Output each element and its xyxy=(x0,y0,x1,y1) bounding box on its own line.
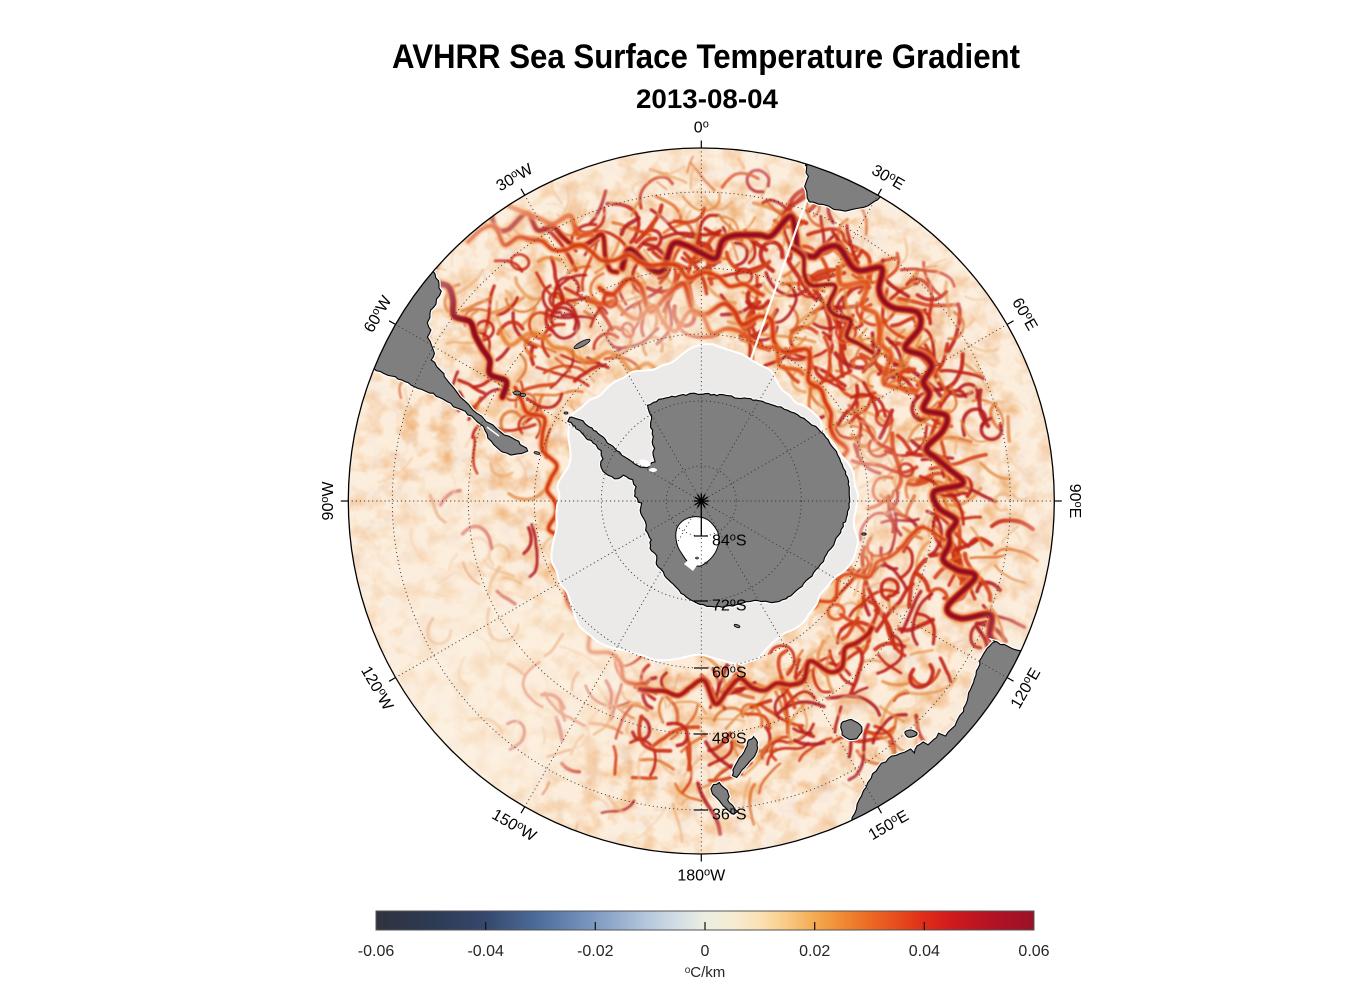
svg-text:0.06: 0.06 xyxy=(1018,943,1049,960)
svg-text:36oS: 36oS xyxy=(712,806,747,824)
svg-text:48oS: 48oS xyxy=(712,730,747,748)
svg-text:2013-08-04: 2013-08-04 xyxy=(636,84,778,114)
svg-text:0: 0 xyxy=(701,943,710,960)
svg-text:-0.06: -0.06 xyxy=(358,943,395,960)
svg-text:oC/km: oC/km xyxy=(685,964,726,981)
svg-text:-0.04: -0.04 xyxy=(467,943,504,960)
svg-text:60oS: 60oS xyxy=(712,664,747,682)
svg-text:90oW: 90oW xyxy=(319,481,337,521)
svg-text:0.02: 0.02 xyxy=(799,943,830,960)
svg-text:72oS: 72oS xyxy=(712,597,747,615)
svg-text:0.04: 0.04 xyxy=(909,943,940,960)
svg-text:-0.02: -0.02 xyxy=(577,943,614,960)
svg-text:180oW: 180oW xyxy=(677,867,726,885)
svg-text:90oE: 90oE xyxy=(1066,484,1084,519)
svg-text:84oS: 84oS xyxy=(712,532,747,550)
svg-text:AVHRR Sea Surface Temperature: AVHRR Sea Surface Temperature Gradient xyxy=(392,38,1020,76)
